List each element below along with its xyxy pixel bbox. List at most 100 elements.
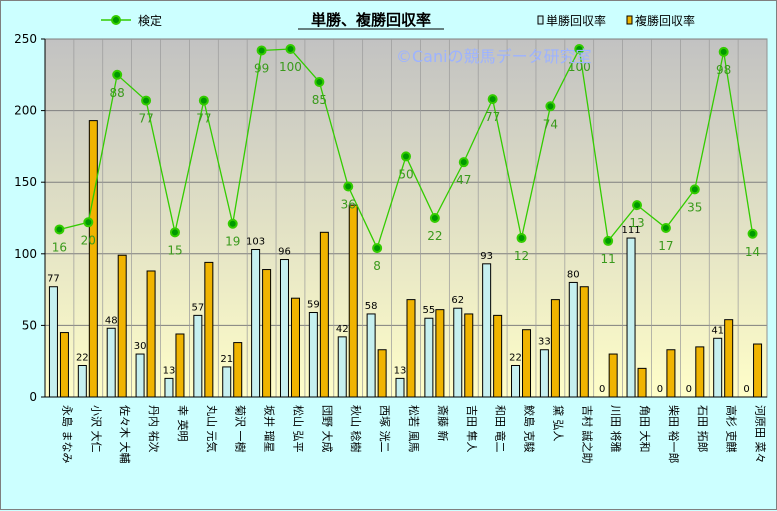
bar-tansho-label: 58 xyxy=(365,301,378,312)
bar-tansho xyxy=(106,327,116,398)
kentei-marker xyxy=(169,227,180,238)
x-tick-label: 佐々木 大輔 xyxy=(118,405,132,464)
bar-tansho xyxy=(568,281,578,398)
kentei-label: 98 xyxy=(716,63,731,77)
bar-fukusho xyxy=(522,329,532,398)
bar-tansho-label: 62 xyxy=(451,295,464,306)
legend-label-bar1: 単勝回収率 xyxy=(546,13,606,28)
bar-fukusho xyxy=(637,367,647,398)
bar-fukusho xyxy=(146,270,156,398)
kentei-label: 77 xyxy=(138,112,153,126)
bar-tansho xyxy=(251,249,261,398)
kentei-label: 50 xyxy=(398,167,413,181)
bar-tansho-label: 48 xyxy=(105,315,118,326)
bar-fukusho xyxy=(233,342,243,398)
kentei-marker xyxy=(198,95,209,106)
x-tick-label: 河原田 菜々 xyxy=(754,405,767,464)
bar-fukusho xyxy=(348,204,358,398)
kentei-marker xyxy=(401,151,411,162)
kentei-marker xyxy=(747,228,758,239)
kentei-label: 12 xyxy=(514,249,529,263)
kentei-marker xyxy=(718,46,729,57)
kentei-marker xyxy=(141,95,152,106)
x-tick-label: 和田 竜二 xyxy=(494,405,508,453)
legend-bar2-swatch xyxy=(626,15,633,25)
kentei-label: 20 xyxy=(81,233,96,247)
kentei-label: 16 xyxy=(52,240,67,254)
x-tick-label: 永島 まなみ xyxy=(60,405,74,464)
bar-tansho-label: 22 xyxy=(76,352,89,363)
y-tick-label: 200 xyxy=(14,104,37,118)
kentei-marker xyxy=(458,157,469,168)
bar-tansho xyxy=(453,307,463,398)
x-tick-label: 坂井 瑠星 xyxy=(263,405,277,453)
x-tick-label: 黛 弘人 xyxy=(551,405,564,442)
kentei-label: 15 xyxy=(167,243,182,257)
kentei-label: 88 xyxy=(110,86,125,100)
legend-bar1-swatch xyxy=(537,15,544,25)
bar-tansho xyxy=(424,317,434,398)
bar-tansho-label: 80 xyxy=(567,269,580,280)
legend: 検定 単勝回収率 複勝回収率 xyxy=(101,13,695,28)
x-tick-label: 丹内 祐次 xyxy=(147,405,161,453)
y-tick-label: 100 xyxy=(14,247,37,261)
kentei-marker xyxy=(545,101,556,112)
kentei-marker xyxy=(112,69,123,80)
kentei-marker xyxy=(603,235,614,246)
bar-tansho xyxy=(48,286,58,398)
kentei-label: 77 xyxy=(196,112,211,126)
kentei-marker xyxy=(516,233,527,244)
legend-line-marker xyxy=(111,15,121,25)
bar-tansho-label: 57 xyxy=(191,302,204,313)
bar-tansho xyxy=(482,263,492,398)
kentei-marker xyxy=(54,224,65,235)
bar-tansho-label: 13 xyxy=(394,365,407,376)
kentei-label: 47 xyxy=(456,173,471,187)
kentei-label: 74 xyxy=(543,117,558,131)
bar-tansho-label: 22 xyxy=(509,352,522,363)
bar-tansho-label: 96 xyxy=(278,247,291,258)
kentei-label: 17 xyxy=(658,239,673,253)
x-tick-label: 丸山 元気 xyxy=(205,405,219,453)
legend-label-bar2: 複勝回収率 xyxy=(635,13,695,28)
bar-tansho xyxy=(308,312,318,398)
kentei-marker xyxy=(343,181,354,192)
x-tick-label: 吉田 隼人 xyxy=(465,405,479,453)
bar-tansho xyxy=(193,314,203,398)
kentei-label: 13 xyxy=(629,216,644,230)
bar-tansho xyxy=(337,336,347,398)
bar-tansho xyxy=(511,364,521,398)
x-tick-label: 斎藤 新 xyxy=(436,405,450,442)
bar-tansho-label: 21 xyxy=(220,354,233,365)
kentei-label: 19 xyxy=(225,235,240,249)
kentei-marker xyxy=(314,76,325,87)
bar-tansho-label: 0 xyxy=(743,384,749,395)
x-tick-label: 秋山 稔樹 xyxy=(349,405,363,453)
bar-tansho xyxy=(222,366,232,398)
bar-tansho-label: 41 xyxy=(711,325,724,336)
bar-fukusho xyxy=(319,231,329,398)
x-tick-label: 吉村 誠之助 xyxy=(580,405,594,464)
bar-tansho xyxy=(77,364,87,398)
kentei-marker xyxy=(256,45,267,56)
bar-fukusho xyxy=(666,349,676,398)
kentei-label: 22 xyxy=(427,229,442,243)
kentei-label: 100 xyxy=(279,60,302,74)
x-tick-label: 鮫島 克駿 xyxy=(523,405,537,453)
x-tick-label: 高杉 吏麒 xyxy=(725,405,739,453)
bar-tansho-label: 42 xyxy=(336,324,349,335)
bar-fukusho xyxy=(493,314,503,398)
y-tick-label: 0 xyxy=(29,390,37,404)
bar-fukusho xyxy=(724,319,734,398)
kentei-label: 77 xyxy=(485,110,500,124)
x-tick-label: 角田 大和 xyxy=(638,405,652,453)
bar-tansho-label: 0 xyxy=(657,384,663,395)
bar-fukusho xyxy=(59,332,69,398)
bar-fukusho xyxy=(550,299,560,398)
kentei-marker xyxy=(574,44,585,55)
watermark: ©Caniの競馬データ研究室 xyxy=(396,47,592,66)
bar-fukusho xyxy=(406,299,416,398)
bar-tansho xyxy=(366,313,376,398)
x-tick-label: 幸 英明 xyxy=(176,405,190,442)
